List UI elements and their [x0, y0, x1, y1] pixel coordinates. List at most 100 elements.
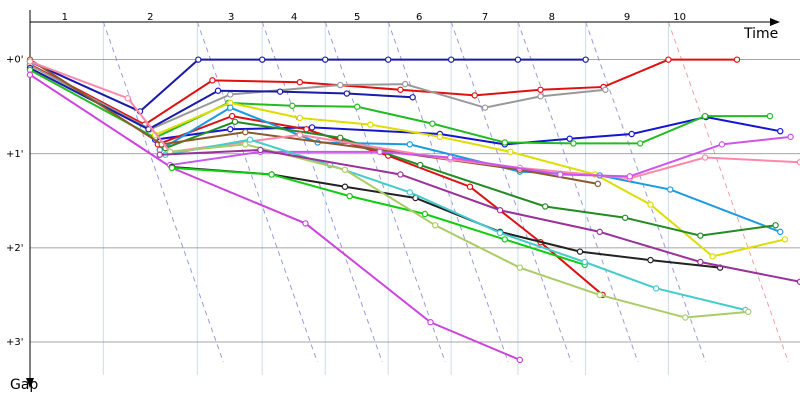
point: [718, 141, 726, 148]
x-tick-label: 1: [62, 12, 68, 23]
point: [447, 56, 455, 63]
point: [302, 220, 309, 227]
point: [341, 166, 349, 173]
point: [701, 154, 709, 161]
point: [507, 148, 514, 156]
lap-guide: [324, 21, 446, 363]
point: [621, 214, 629, 221]
lap-guide: [667, 21, 789, 363]
point: [322, 56, 329, 63]
point: [227, 91, 234, 98]
lap-guide: [261, 21, 383, 363]
point: [26, 71, 34, 78]
point: [582, 56, 589, 63]
point: [406, 141, 414, 148]
point: [781, 236, 789, 243]
series-line: [29, 64, 606, 131]
y-tick-label: +1': [6, 149, 24, 160]
point: [652, 285, 660, 292]
point: [501, 139, 508, 146]
x-tick-label: 6: [416, 12, 422, 23]
point: [596, 228, 603, 236]
y-tick-label: +2': [6, 243, 24, 254]
point: [337, 134, 344, 141]
point: [214, 87, 222, 94]
point: [397, 171, 404, 178]
point: [227, 126, 234, 133]
point: [566, 135, 573, 142]
series-line: [165, 120, 776, 237]
x-tick-label: 10: [673, 12, 686, 23]
point: [665, 56, 672, 63]
point: [772, 222, 779, 229]
point: [636, 140, 644, 147]
point: [697, 232, 704, 239]
point: [471, 92, 478, 99]
point: [168, 164, 176, 172]
lap-guide: [517, 21, 639, 363]
series-line: [159, 106, 781, 233]
point: [26, 58, 34, 65]
point: [397, 86, 404, 93]
point: [401, 80, 409, 88]
x-axis-arrow: [770, 18, 780, 26]
x-tick-label: 8: [549, 12, 555, 23]
x-tick-label: 9: [624, 12, 630, 23]
point: [496, 229, 504, 237]
x-tick-label: 2: [147, 12, 153, 23]
point: [227, 104, 234, 111]
x-tick-label: 7: [482, 12, 488, 23]
point: [308, 124, 316, 131]
y-axis-label: Gap: [10, 377, 38, 393]
point: [124, 95, 131, 102]
point: [156, 151, 163, 158]
point: [427, 319, 434, 326]
point: [516, 356, 524, 364]
point: [787, 133, 794, 141]
point: [376, 148, 383, 156]
point: [353, 103, 361, 110]
point: [682, 314, 689, 321]
series-line: [29, 67, 413, 131]
point: [432, 222, 439, 229]
point: [289, 102, 296, 109]
point: [409, 94, 416, 101]
point: [346, 192, 353, 200]
point: [367, 121, 374, 128]
point: [341, 183, 349, 190]
x-axis-label: Time: [743, 26, 778, 42]
point: [516, 264, 524, 271]
point: [594, 180, 602, 188]
lap-guides: [102, 21, 789, 363]
point: [416, 161, 424, 169]
point: [777, 127, 784, 135]
point: [628, 130, 635, 138]
point: [209, 77, 216, 84]
point: [421, 210, 429, 218]
point: [581, 258, 588, 266]
point: [701, 112, 709, 120]
point: [796, 159, 800, 166]
point: [481, 104, 489, 111]
point: [514, 56, 522, 63]
lap-guide: [196, 21, 318, 363]
point: [466, 183, 474, 190]
point: [429, 120, 436, 127]
point: [796, 278, 800, 285]
point: [570, 140, 577, 147]
lap-guide: [585, 21, 707, 363]
point: [596, 291, 603, 299]
point: [766, 112, 774, 120]
point: [195, 56, 202, 63]
point: [733, 56, 741, 63]
point: [602, 86, 609, 93]
point: [647, 256, 654, 264]
point: [647, 201, 654, 208]
point: [385, 56, 392, 63]
point: [697, 258, 704, 266]
point: [406, 189, 414, 196]
series-line: [169, 135, 791, 178]
point: [496, 207, 504, 214]
series-line: [159, 148, 800, 283]
